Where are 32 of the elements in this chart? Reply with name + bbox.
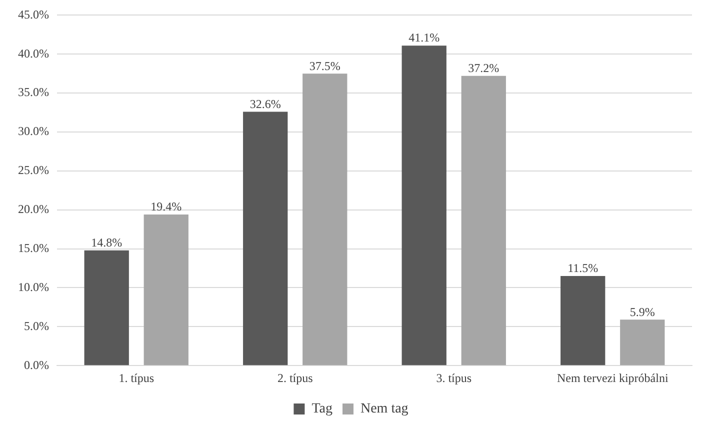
y-tick-label: 5.0% [24,318,49,333]
bar [402,46,446,366]
y-tick-label: 35.0% [18,85,49,100]
bar [243,112,288,366]
data-label: 37.2% [468,61,500,76]
data-label: 19.4% [150,200,182,214]
y-tick-label: 20.0% [18,202,49,216]
data-label: 37.5% [309,58,340,73]
y-tick-label: 25.0% [18,163,49,178]
y-tick-label: 40.0% [18,46,49,60]
data-label: 32.6% [250,96,281,111]
x-tick-label: 2. típus [277,370,314,385]
data-label: 41.1% [408,30,440,45]
y-tick-label: 10.0% [18,280,49,294]
bar [144,214,188,366]
data-label: 5.9% [630,304,655,319]
y-tick-label: 0.0% [24,358,49,372]
x-tick-label: 3. típus [436,370,472,385]
bar [84,250,129,366]
data-label: 14.8% [91,236,122,250]
y-tick-label: 45.0% [18,7,49,22]
bar [461,76,506,366]
bar [620,320,665,366]
bar [302,74,348,366]
x-tick-label: 1. típus [118,370,154,385]
y-tick-label: 30.0% [18,124,49,138]
bar [560,276,606,366]
legend-label: Tag [312,402,332,417]
data-label: 11.5% [568,261,598,276]
y-tick-label: 15.0% [18,240,49,255]
legend-label: Nem tag [360,402,408,417]
x-tick-label: Nem tervezi kipróbálni [556,370,669,385]
